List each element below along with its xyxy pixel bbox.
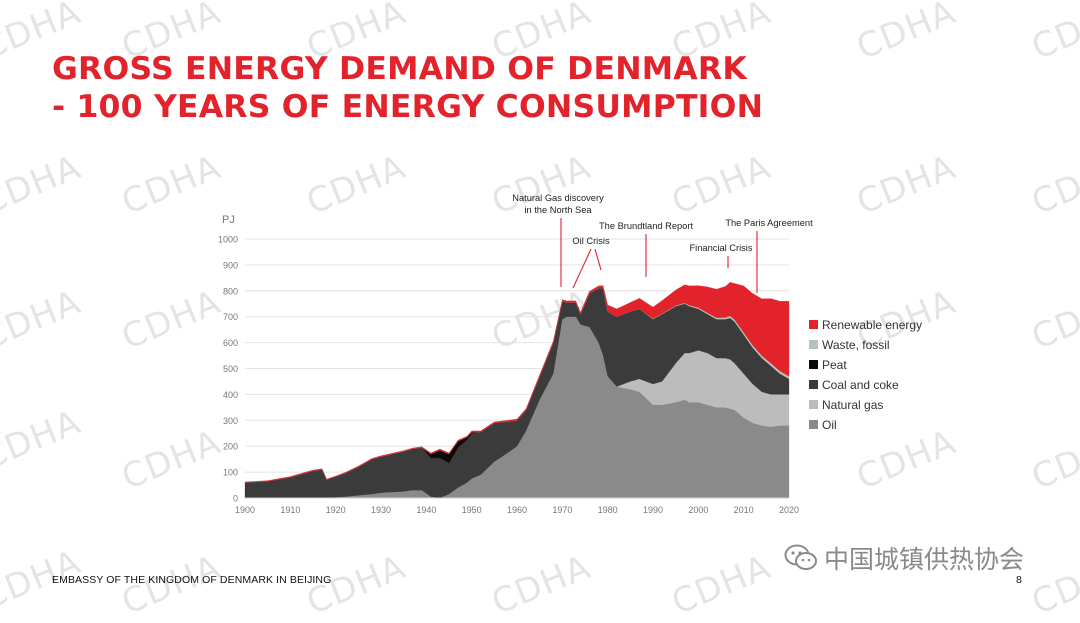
x-tick-label: 1990 (643, 505, 663, 515)
x-tick-label: 1980 (598, 505, 618, 515)
y-tick-label: 600 (223, 338, 238, 348)
chart-annotation: Natural Gas discovery in the North Sea (512, 193, 604, 215)
title-line-2: - 100 YEARS OF ENERGY CONSUMPTION (52, 89, 764, 125)
y-tick-label: 100 (223, 468, 238, 478)
legend-label: Natural gas (822, 398, 883, 412)
y-tick-label: 800 (223, 286, 238, 296)
x-tick-label: 1930 (371, 505, 391, 515)
y-tick-label: 1000 (218, 235, 238, 245)
chart-annotation: Oil Crisis (572, 236, 610, 246)
energy-demand-chart: 0 100 200 300 400 500 600 700 800 900 1000 1900 1910… (218, 193, 922, 515)
legend-swatch (809, 380, 818, 389)
annotation-leader-line (572, 248, 592, 289)
x-tick-label: 1970 (552, 505, 572, 515)
chart-annotation: Financial Crisis (689, 243, 752, 253)
chart-axes: 0 100 200 300 400 500 600 700 800 900 1000 1900 1910… (218, 214, 799, 515)
annotation-leader-line (594, 248, 602, 271)
x-tick-label: 1920 (326, 505, 346, 515)
y-tick-label: 400 (223, 390, 238, 400)
legend-label: Peat (822, 358, 847, 372)
x-tick-label: 1940 (416, 505, 436, 515)
y-tick-label: 200 (223, 442, 238, 452)
title-line-1: GROSS ENERGY DEMAND OF DENMARK (52, 51, 747, 87)
legend-swatch (809, 400, 818, 409)
legend-swatch (809, 420, 818, 429)
legend-swatch (809, 360, 818, 369)
x-tick-label: 2010 (734, 505, 754, 515)
wechat-account-name: 中国城镇供热协会 (824, 545, 1025, 574)
y-axis-label: PJ (222, 214, 235, 226)
area-renewable-energy (244, 282, 790, 483)
y-tick-label: 0 (233, 494, 238, 504)
y-tick-label: 700 (223, 312, 238, 322)
x-tick-label: 2000 (688, 505, 708, 515)
legend-swatch (809, 340, 818, 349)
chart-areas (244, 282, 790, 499)
x-tick-label: 1910 (280, 505, 300, 515)
y-tick-label: 500 (223, 364, 238, 374)
chart-annotation: The Brundtland Report (599, 221, 693, 231)
legend-label: Waste, fossil (822, 338, 890, 352)
page-number: 8 (1016, 574, 1022, 586)
wechat-badge: 中国城镇供热协会 (784, 540, 1024, 576)
legend-label: Oil (822, 418, 837, 432)
x-tick-label: 1900 (235, 505, 255, 515)
x-tick-label: 1950 (462, 505, 482, 515)
chart-legend: Renewable energy Waste, fossil Peat Coal an… (809, 318, 922, 432)
x-tick-label: 2020 (779, 505, 799, 515)
y-tick-label: 900 (223, 260, 238, 270)
legend-swatch (809, 320, 818, 329)
chart-annotation: The Paris Agreement (725, 218, 813, 228)
x-tick-label: 1960 (507, 505, 527, 515)
legend-label: Coal and coke (822, 378, 899, 392)
y-tick-label: 300 (223, 416, 238, 426)
legend-label: Renewable energy (822, 318, 922, 332)
wechat-icon (784, 544, 817, 570)
chart-annotations: Natural Gas discovery in the North Sea Oil… (512, 193, 813, 293)
footer-text: EMBASSY OF THE KINGDOM OF DENMARK IN BEI… (52, 574, 332, 586)
page-title: GROSS ENERGY DEMAND OF DENMARK - 100 YEA… (52, 50, 763, 126)
